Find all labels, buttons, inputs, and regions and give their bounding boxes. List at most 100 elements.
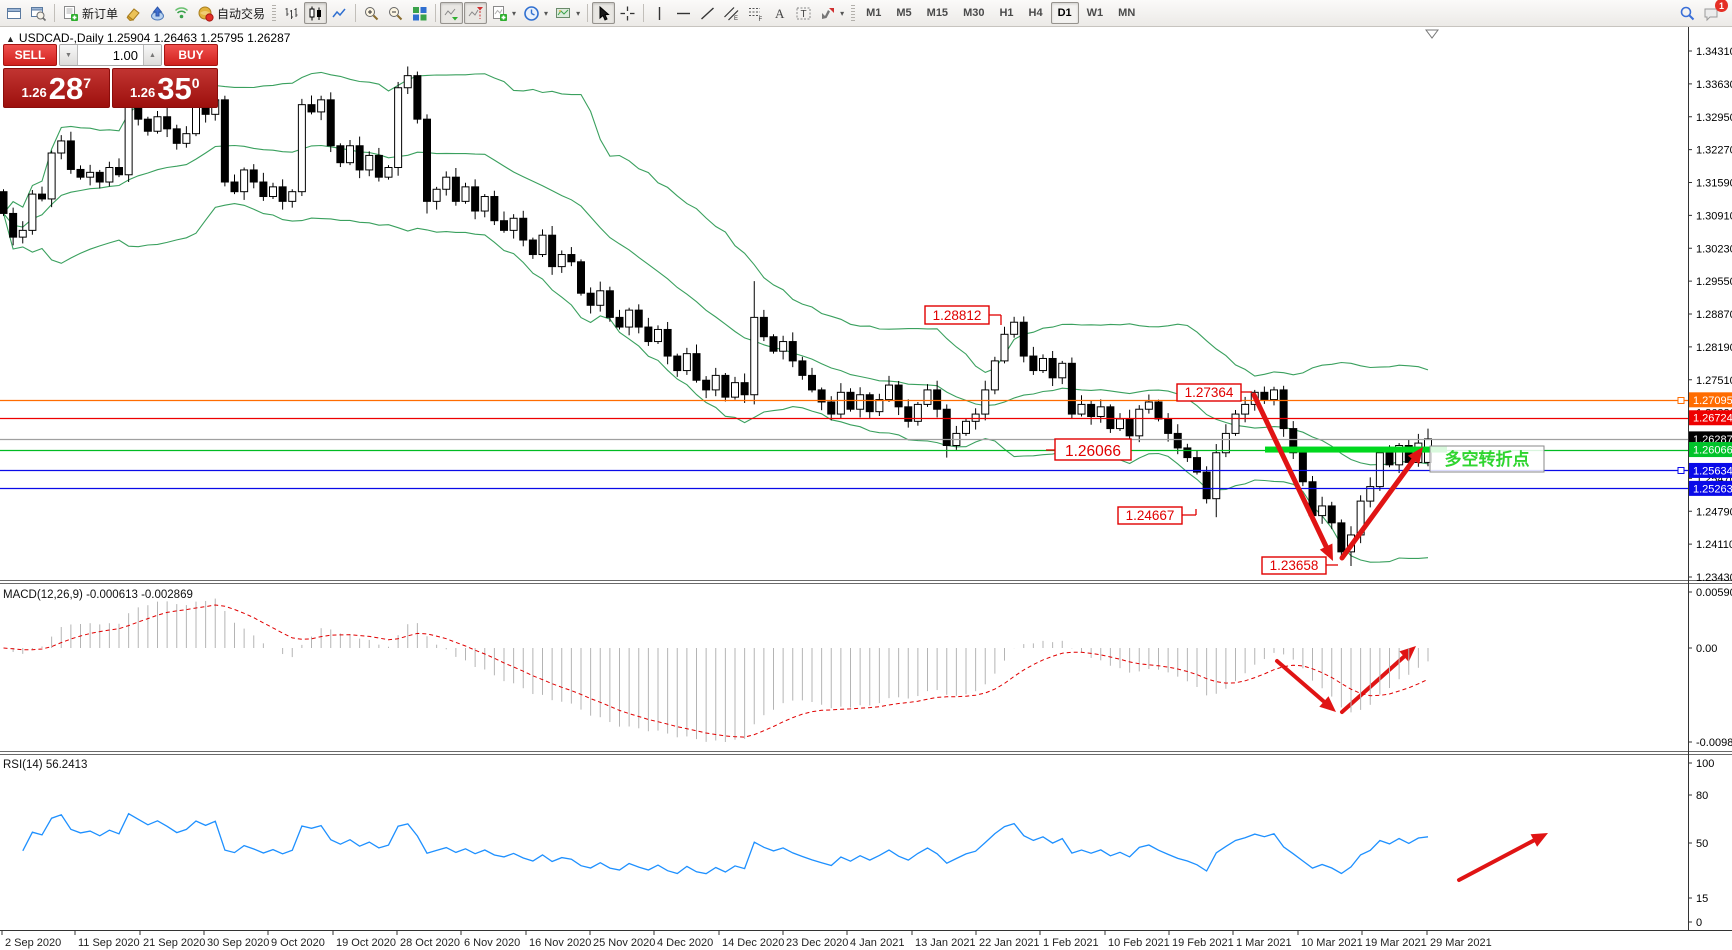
shapes-button[interactable]: ▾ <box>816 2 847 24</box>
add-indicator-button[interactable]: ▾ <box>488 2 519 24</box>
autotrade-button[interactable]: 自动交易 <box>194 2 268 24</box>
window-button[interactable] <box>3 2 26 24</box>
eraser-button[interactable] <box>122 2 145 24</box>
zoom-out-button[interactable] <box>384 2 407 24</box>
volume-up-button[interactable]: ▲ <box>143 45 161 65</box>
trend-arrow-head <box>1319 696 1336 712</box>
timeframe-D1[interactable]: D1 <box>1050 2 1079 24</box>
price-tick-label: 1.28190 <box>1696 342 1732 354</box>
price-annotation-box[interactable] <box>924 305 990 325</box>
vertical-line-button[interactable] <box>648 2 671 24</box>
price-tick-label: 1.24790 <box>1696 506 1732 518</box>
timeframe-M1[interactable]: M1 <box>866 7 882 19</box>
candle <box>548 234 557 268</box>
toolbar-grip[interactable] <box>272 5 277 21</box>
candle <box>47 152 56 200</box>
price-annotation-box[interactable] <box>1054 438 1132 461</box>
trendline-button[interactable] <box>696 2 719 24</box>
candle <box>1279 389 1288 430</box>
price-annotation-text: 1.24667 <box>1126 508 1175 523</box>
candle <box>355 145 364 171</box>
volume-down-button[interactable]: ▼ <box>60 45 78 65</box>
timeframe-H4[interactable]: H4 <box>1028 7 1043 19</box>
chart-shift-button[interactable] <box>464 2 488 24</box>
timeframe-H1[interactable]: H1 <box>999 7 1014 19</box>
date-label: 4 Dec 2020 <box>657 937 713 949</box>
toolbar-separator <box>54 4 55 22</box>
text-label-button[interactable]: T <box>792 2 815 24</box>
line-handle[interactable] <box>1677 397 1685 404</box>
buy-price-tile[interactable]: 1.26 35 0 <box>111 68 218 108</box>
price-tick-label: 1.23430 <box>1696 572 1732 584</box>
candle <box>336 145 345 164</box>
chart-shift-marker[interactable] <box>1425 29 1439 39</box>
candle <box>1096 406 1105 417</box>
timeframe-W1[interactable]: W1 <box>1086 7 1104 19</box>
autotrade-icon <box>198 6 214 22</box>
volume-input[interactable]: 1.00 <box>112 47 138 63</box>
candles-chart-button[interactable] <box>304 2 328 24</box>
zoom-in-button[interactable] <box>360 2 383 24</box>
trend-arrow[interactable] <box>1251 392 1332 556</box>
search-button[interactable] <box>1676 2 1699 24</box>
profiles-button[interactable] <box>27 2 50 24</box>
chat-button[interactable]: 1 <box>1700 0 1728 24</box>
timeframe-M5[interactable]: M5 <box>896 7 912 19</box>
candle <box>307 104 316 113</box>
horizontal-line-button[interactable] <box>672 2 695 24</box>
autoscroll-button[interactable] <box>440 2 464 24</box>
buy-button[interactable]: BUY <box>164 44 218 66</box>
toolbar-grip[interactable] <box>851 5 856 21</box>
sell-button[interactable]: SELL <box>3 44 57 66</box>
price-tick-label: 1.30230 <box>1696 243 1732 255</box>
date-label: 25 Nov 2020 <box>593 937 655 949</box>
bars-chart-button[interactable] <box>280 2 303 24</box>
timeframe-MN[interactable]: MN <box>1118 7 1136 19</box>
tile-windows-button[interactable] <box>408 2 431 24</box>
channel-button[interactable]: E <box>720 2 743 24</box>
date-label: 13 Jan 2021 <box>915 937 976 949</box>
trend-arrow[interactable] <box>1457 835 1543 882</box>
price-tick-label: 1.24110 <box>1696 539 1732 551</box>
candle <box>509 217 518 231</box>
text-button[interactable]: A <box>768 2 791 24</box>
line-chart-button[interactable] <box>328 2 351 24</box>
chart-title-text: USDCAD-,Daily 1.25904 1.26463 1.25795 1.… <box>18 31 291 45</box>
template-button[interactable]: ▾ <box>552 2 583 24</box>
candle <box>1289 428 1298 454</box>
candle <box>1067 362 1076 415</box>
turning-point-label-box[interactable] <box>1429 445 1545 473</box>
new-order-button[interactable]: 新订单 <box>59 2 121 24</box>
trend-arrow[interactable] <box>1275 659 1332 709</box>
sell-price-tile[interactable]: 1.26 28 7 <box>3 68 110 108</box>
tile-windows-icon <box>413 6 427 20</box>
fibonacci-button[interactable]: F <box>744 2 767 24</box>
crosshair-button[interactable] <box>616 2 639 24</box>
candle <box>403 75 412 89</box>
line-handle[interactable] <box>1677 467 1685 474</box>
collapse-icon[interactable]: ▲ <box>6 34 15 44</box>
timeframe-M15[interactable]: M15 <box>926 7 949 19</box>
price-annotation-box[interactable] <box>1261 556 1327 575</box>
timeframe-M30[interactable]: M30 <box>963 7 985 19</box>
sell-price-big: 28 <box>48 71 84 106</box>
text-label-icon: T <box>796 7 811 20</box>
shapes-icon <box>822 7 835 19</box>
periods-button[interactable]: ▾ <box>520 2 551 24</box>
toolbar-separator <box>355 4 357 22</box>
trend-arrow[interactable] <box>1340 649 1412 714</box>
publish-button[interactable] <box>146 2 169 24</box>
trend-arrow[interactable] <box>1339 451 1421 561</box>
rsi-tick-label: 0 <box>1696 917 1702 929</box>
cursor-button[interactable] <box>592 2 616 24</box>
price-annotation-box[interactable] <box>1117 506 1183 525</box>
candle <box>788 341 797 362</box>
candle <box>500 220 508 231</box>
candle <box>836 391 845 415</box>
turning-point-bar[interactable] <box>1265 446 1447 453</box>
candle <box>1221 432 1230 454</box>
candle <box>1000 333 1009 362</box>
signals-button[interactable] <box>170 2 193 24</box>
price-annotation-box[interactable] <box>1176 383 1242 402</box>
